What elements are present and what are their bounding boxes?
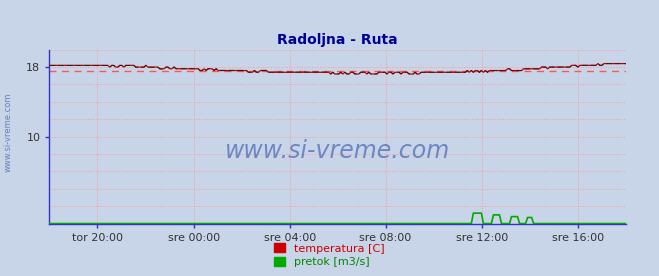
Text: www.si-vreme.com: www.si-vreme.com: [3, 93, 13, 172]
Title: Radoljna - Ruta: Radoljna - Ruta: [277, 33, 398, 47]
Legend: temperatura [C], pretok [m3/s]: temperatura [C], pretok [m3/s]: [271, 240, 388, 270]
Text: www.si-vreme.com: www.si-vreme.com: [225, 139, 450, 163]
